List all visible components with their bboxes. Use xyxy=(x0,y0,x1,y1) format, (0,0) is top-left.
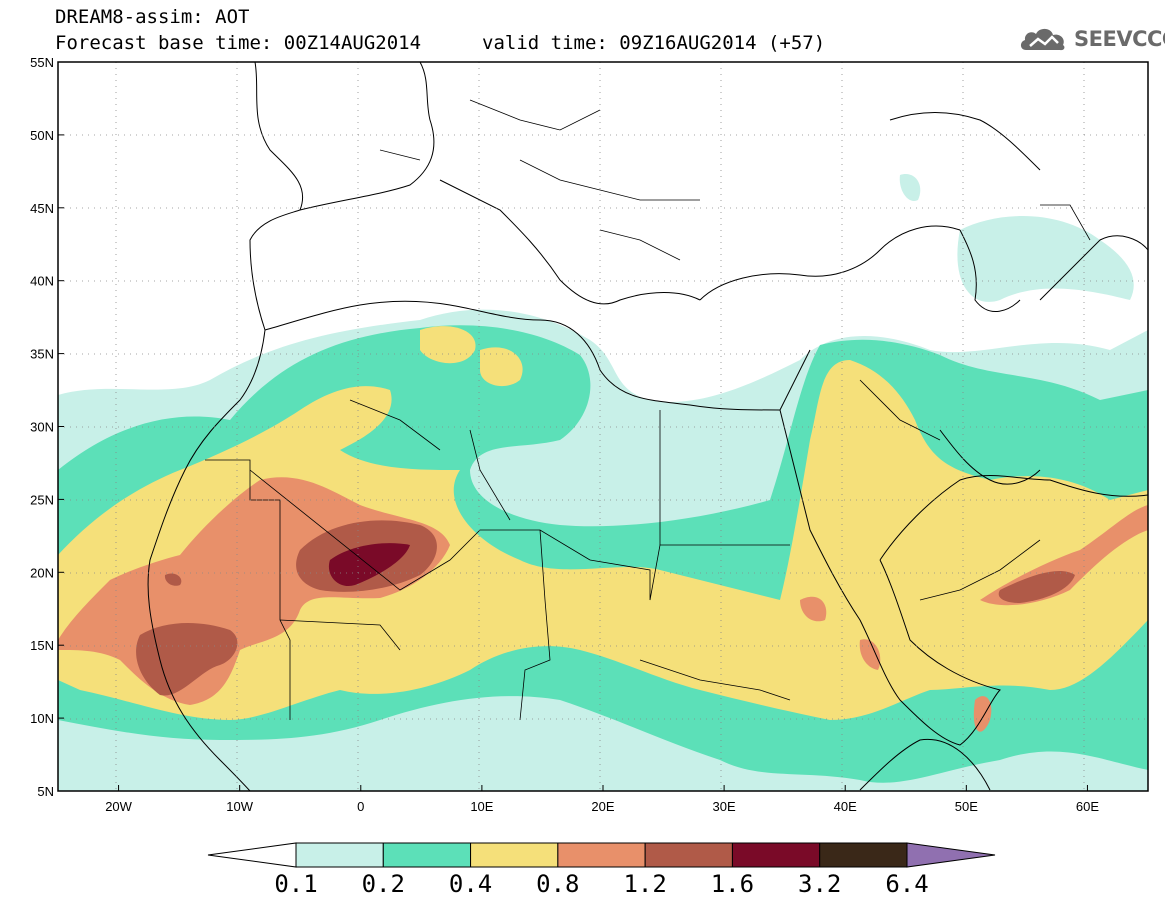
lat-axis: 55N 50N 45N 40N 35N 30N 25N 20N 15N 10N 5N xyxy=(30,55,64,799)
lat-label-30N: 30N xyxy=(30,420,54,435)
aot-field xyxy=(58,174,1148,791)
lon-label-40E: 40E xyxy=(834,799,857,814)
colorbar-box xyxy=(644,842,733,868)
coastlines xyxy=(147,62,1148,791)
logo-text: SEEVCCC xyxy=(1074,27,1165,51)
colorbar-box xyxy=(295,842,384,868)
lat-label-25N: 25N xyxy=(30,492,54,507)
lat-label-10N: 10N xyxy=(30,711,54,726)
colorbar-over-triangle xyxy=(906,842,996,868)
colorbar-box xyxy=(731,842,821,868)
colorbar-label: 3.2 xyxy=(798,870,842,898)
colorbar-under-triangle xyxy=(207,842,297,868)
colorbar-label: 0.4 xyxy=(448,870,493,898)
lon-label-30E: 30E xyxy=(713,799,736,814)
lon-label-60E: 60E xyxy=(1076,799,1099,814)
lat-label-45N: 45N xyxy=(30,201,54,216)
lat-label-35N: 35N xyxy=(30,347,54,362)
colorbar-box xyxy=(557,842,646,868)
lat-label-20N: 20N xyxy=(30,565,54,580)
colorbar-box xyxy=(470,842,559,868)
lon-axis: 20W 10W 0 10E 20E 30E 40E 50E 60E xyxy=(105,785,1099,814)
map-title: DREAM8-assim: AOT xyxy=(55,6,250,28)
aot-contour-0.4 xyxy=(58,360,1148,720)
lon-label-0: 0 xyxy=(357,799,364,814)
lon-label-20E: 20E xyxy=(591,799,614,814)
colorbar-label: 6.4 xyxy=(885,870,929,898)
lat-label-40N: 40N xyxy=(30,274,54,289)
seevccc-logo: SEEVCCC xyxy=(1018,24,1165,54)
colorbar-box xyxy=(382,842,472,868)
colorbar-label: 1.6 xyxy=(710,870,755,898)
colorbar-box xyxy=(819,842,908,868)
lat-label-50N: 50N xyxy=(30,128,54,143)
colorbar-label: 0.2 xyxy=(361,870,405,898)
lat-label-55N: 55N xyxy=(30,55,54,70)
colorbar-label: 1.2 xyxy=(623,870,667,898)
colorbar-label: 0.1 xyxy=(274,870,318,898)
lat-label-5N: 5N xyxy=(37,784,54,799)
lon-label-20W: 20W xyxy=(105,799,132,814)
lon-label-50E: 50E xyxy=(955,799,978,814)
aot-contour-1.6 xyxy=(328,543,410,586)
colorbar-label: 0.8 xyxy=(536,870,580,898)
lon-label-10E: 10E xyxy=(470,799,493,814)
lon-label-10W: 10W xyxy=(226,799,253,814)
forecast-base-time: Forecast base time: 00Z14AUG2014 xyxy=(55,32,422,54)
lat-label-15N: 15N xyxy=(30,638,54,653)
cloud-icon xyxy=(1020,28,1065,51)
colorbar xyxy=(207,842,996,868)
valid-time: valid time: 09Z16AUG2014 (+57) xyxy=(482,32,826,54)
